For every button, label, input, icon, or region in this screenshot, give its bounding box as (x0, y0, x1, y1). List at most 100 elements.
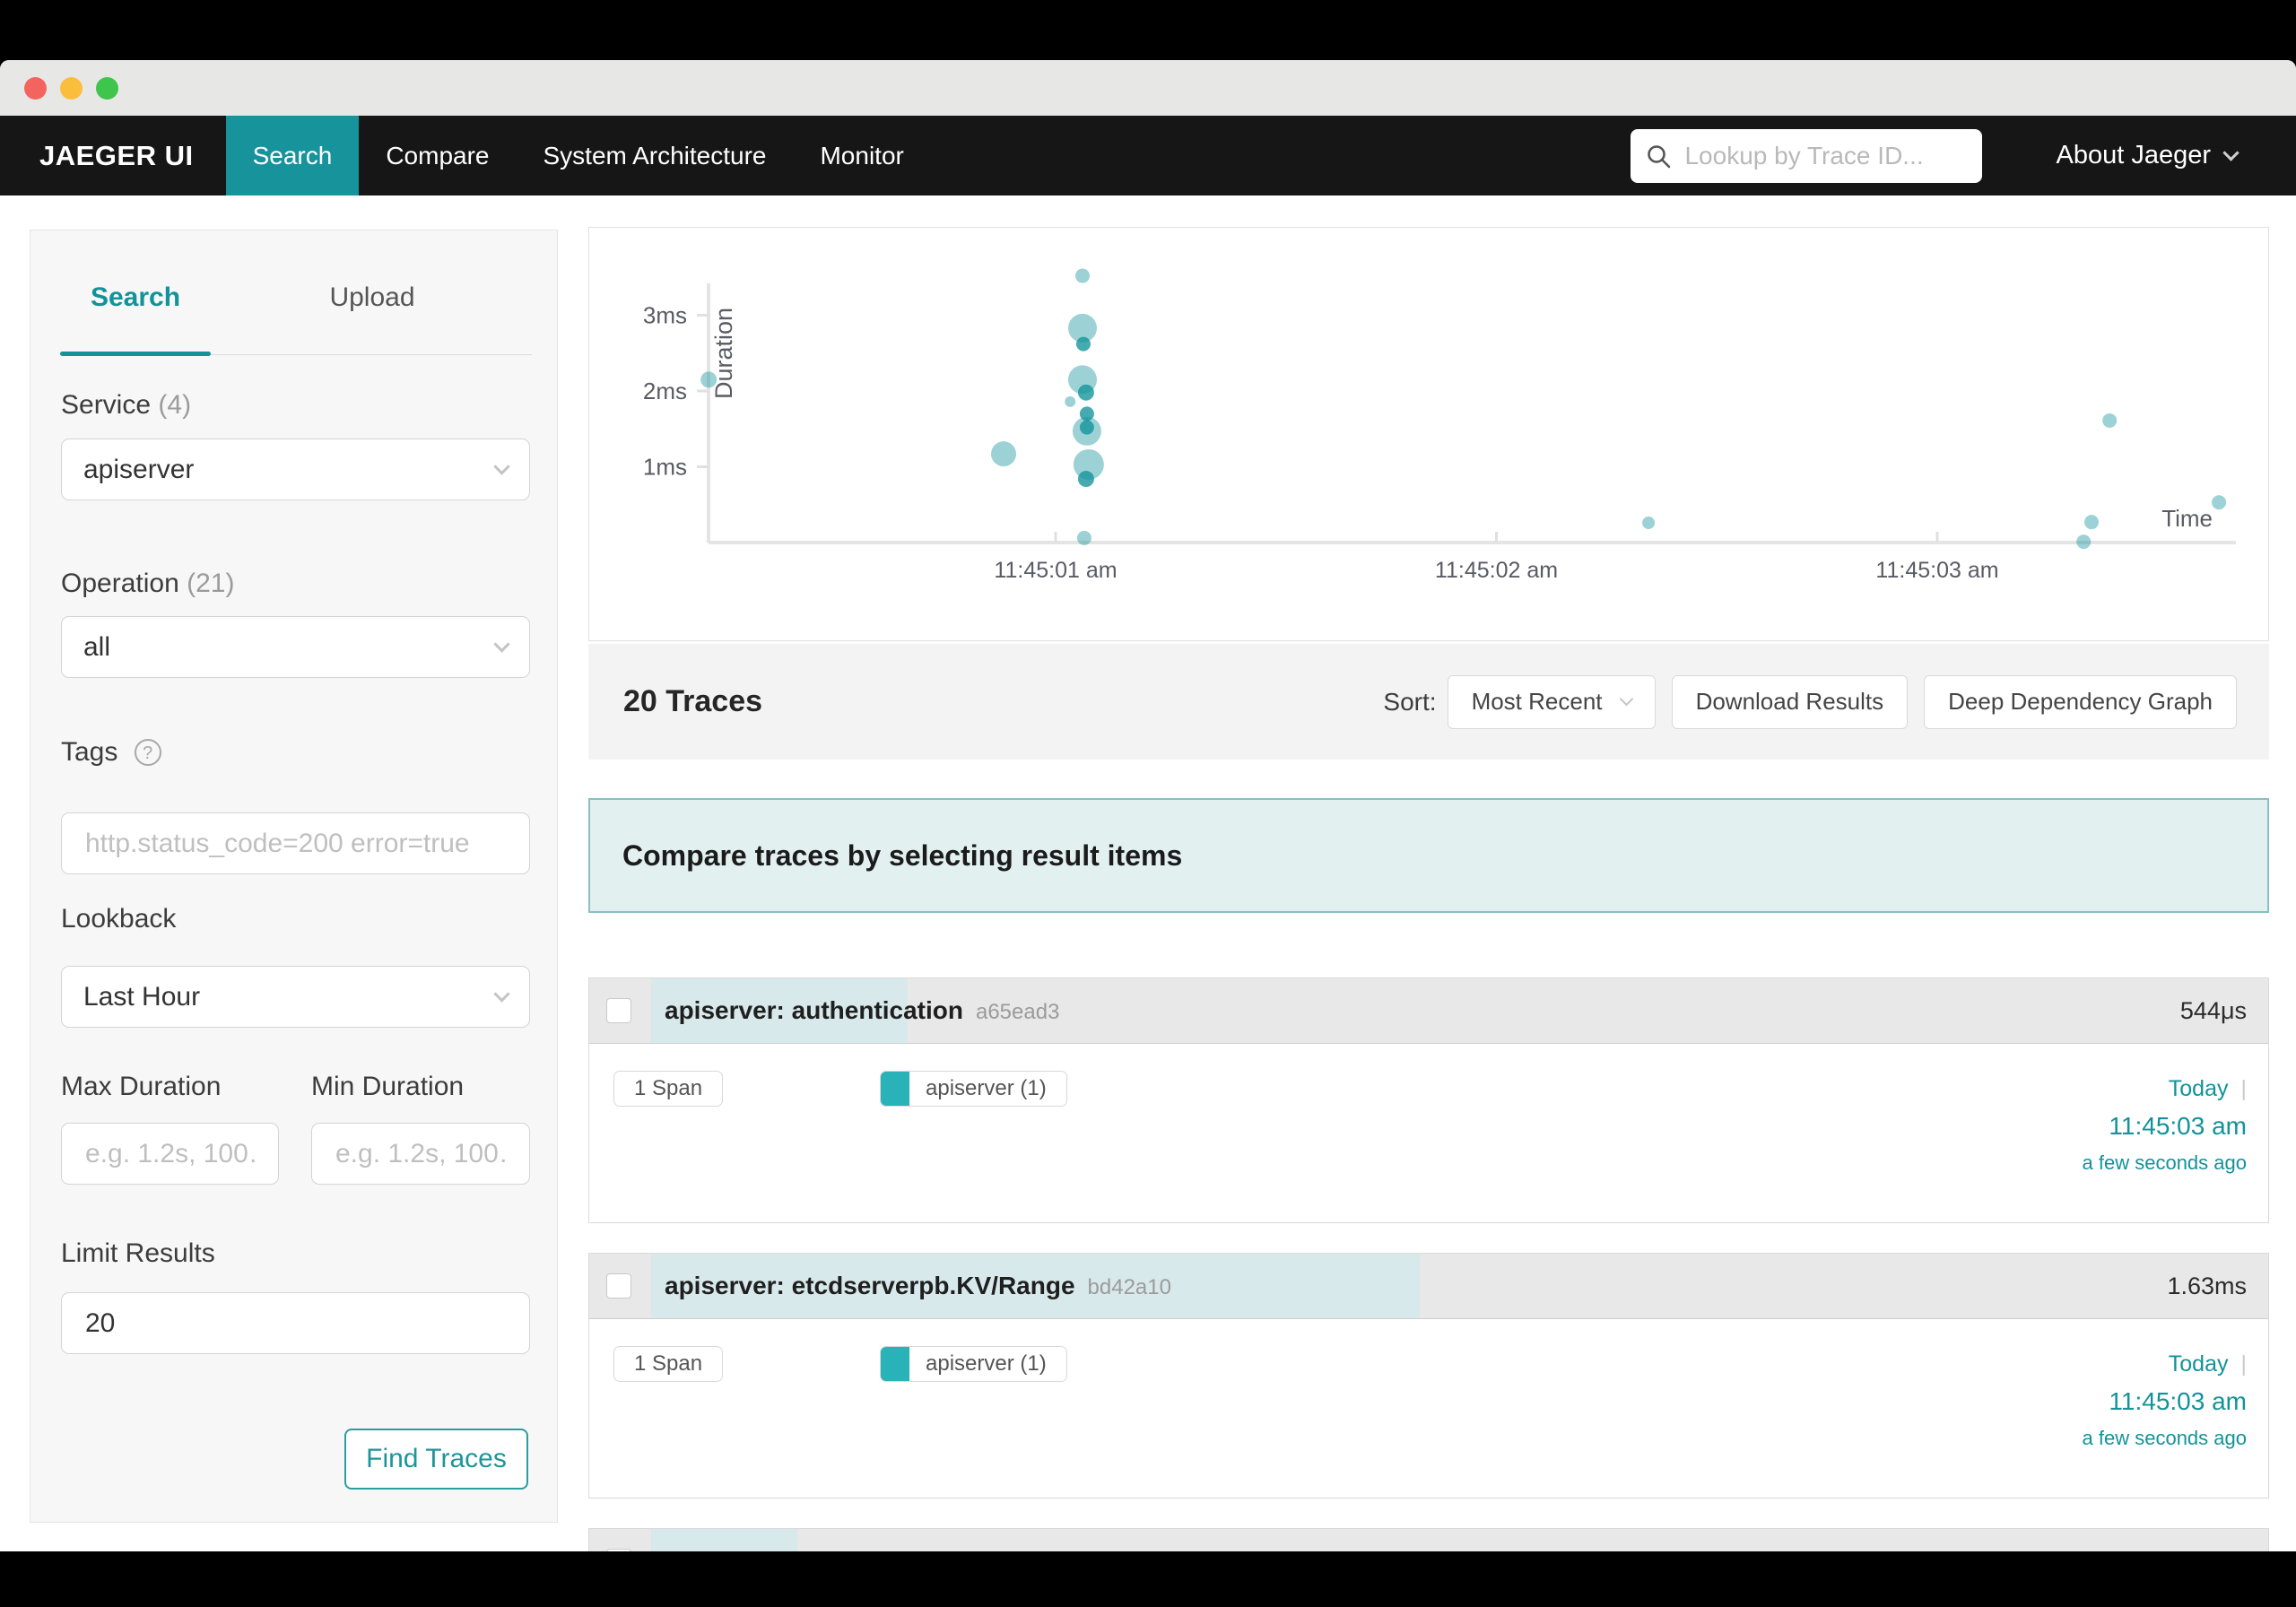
nav-tab-search[interactable]: Search (225, 116, 360, 195)
duration-scatterplot[interactable]: 1ms 2ms 3ms 11:45:01 am 11:45:02 am 11:45:03 … (589, 228, 2268, 640)
trace-card-header: apiserver: etcdserverpb.KV/Range bd42a10 … (589, 1254, 2268, 1319)
svg-text:11:45:01 am: 11:45:01 am (994, 558, 1117, 583)
trace-id: a65ead3 (975, 1000, 1060, 1024)
compare-banner: Compare traces by selecting result items (588, 798, 2269, 913)
svg-text:3ms: 3ms (643, 302, 687, 329)
trace-timestamp: Today | 11:45:03 am a few seconds ago (2083, 1346, 2247, 1455)
min-duration-label: Min Duration (311, 1072, 465, 1101)
trace-time: 11:45:03 am (2109, 1387, 2247, 1415)
span-count-chip: 1 Span (613, 1346, 724, 1382)
lookback-value: Last Hour (83, 981, 201, 1012)
service-chip: apiserver (1) (880, 1346, 1067, 1382)
service-value: apiserver (83, 454, 195, 484)
trace-result-card[interactable]: apiserver: etcdserverpb.KV/Range bd42a10 … (588, 1253, 2269, 1498)
duration-scatterplot-card: 1ms 2ms 3ms 11:45:01 am 11:45:02 am 11:45:03 … (588, 227, 2269, 641)
sidebar-tab-search[interactable]: Search (90, 282, 181, 312)
download-results-button[interactable]: Download Results (1671, 674, 1909, 729)
chevron-down-icon (493, 458, 510, 475)
sidebar-tab-upload[interactable]: Upload (329, 282, 415, 312)
tab-divider (60, 352, 532, 356)
nav-tab-monitor[interactable]: Monitor (820, 141, 904, 169)
about-jaeger-label: About Jaeger (2056, 141, 2211, 169)
svg-text:Time: Time (2161, 505, 2213, 532)
trace-id: bd42a10 (1087, 1275, 1171, 1299)
operation-label: Operation (21) (61, 569, 235, 598)
nav-tab-compare[interactable]: Compare (386, 141, 490, 169)
trace-date: Today (2168, 1351, 2229, 1377)
limit-results-field (61, 1292, 530, 1354)
trace-duration: 1.63ms (2167, 1272, 2247, 1299)
trace-select-checkbox[interactable] (606, 1273, 631, 1299)
trace-card-body: 1 Span apiserver (1) Today | 11:45:03 am … (589, 1319, 2268, 1498)
about-jaeger-menu[interactable]: About Jaeger (2056, 116, 2239, 195)
limit-results-input[interactable] (83, 1307, 508, 1340)
trace-time: 11:45:03 am (2109, 1112, 2247, 1140)
macos-titlebar (0, 60, 2296, 116)
duration-bar (651, 1529, 797, 1551)
duration-bar (651, 1254, 1421, 1318)
svg-text:2ms: 2ms (643, 378, 687, 404)
app-window: JAEGER UI Search Compare System Architec… (0, 60, 2296, 1551)
trace-select-checkbox[interactable] (606, 998, 631, 1023)
minimize-window-button[interactable] (60, 76, 83, 100)
tags-field (61, 812, 530, 874)
top-navbar: JAEGER UI Search Compare System Architec… (0, 116, 2296, 195)
trace-id-search-box[interactable] (1631, 128, 1983, 183)
results-column: 1ms 2ms 3ms 11:45:01 am 11:45:02 am 11:45:03 … (588, 227, 2269, 1551)
page-content: Search Upload Service (4) apiserver Oper… (0, 195, 2296, 1551)
tags-input[interactable] (83, 827, 508, 860)
service-count: (4) (158, 390, 192, 420)
help-icon[interactable]: ? (134, 739, 161, 766)
trace-card-body: 1 Span apiserver (1) Today | 11:45:03 am … (589, 1044, 2268, 1222)
deep-dependency-graph-button[interactable]: Deep Dependency Graph (1924, 674, 2237, 729)
trace-duration: 544μs (2179, 996, 2247, 1024)
trace-result-card[interactable] (588, 1528, 2269, 1551)
chevron-down-icon (493, 986, 510, 1003)
trace-count: 20 Traces (623, 684, 763, 718)
sort-label: Sort: (1383, 687, 1437, 716)
chevron-down-icon (1619, 691, 1633, 707)
find-traces-button[interactable]: Find Traces (344, 1429, 528, 1490)
sort-select[interactable]: Most Recent (1447, 674, 1656, 729)
lookback-label: Lookback (61, 904, 177, 934)
trace-select-checkbox[interactable] (606, 1549, 631, 1551)
trace-card-header: apiserver: authentication a65ead3 544μs (589, 978, 2268, 1044)
chevron-down-icon (2222, 144, 2239, 161)
span-count-chip: 1 Span (613, 1071, 724, 1107)
nav-tab-system-architecture[interactable]: System Architecture (543, 141, 767, 169)
operation-count: (21) (187, 569, 235, 598)
sort-value: Most Recent (1471, 688, 1603, 715)
max-duration-input[interactable] (83, 1137, 257, 1170)
service-select[interactable]: apiserver (61, 439, 530, 500)
service-label: Service (4) (61, 390, 192, 420)
max-duration-label: Max Duration (61, 1072, 222, 1101)
trace-id-search-input[interactable] (1683, 140, 1969, 171)
lookback-select[interactable]: Last Hour (61, 966, 530, 1028)
operation-value: all (83, 631, 111, 662)
svg-text:1ms: 1ms (643, 454, 687, 481)
close-window-button[interactable] (24, 76, 47, 100)
min-duration-input[interactable] (334, 1137, 508, 1170)
nav-tabs: Search Compare System Architecture Monit… (225, 116, 931, 195)
search-sidebar: Search Upload Service (4) apiserver Oper… (30, 230, 558, 1523)
trace-timestamp: Today | 11:45:03 am a few seconds ago (2083, 1071, 2247, 1180)
trace-result-card[interactable]: apiserver: authentication a65ead3 544μs 1… (588, 977, 2269, 1223)
results-header: 20 Traces Sort: Most Recent Download Res… (588, 644, 2269, 760)
trace-relative-time: a few seconds ago (2082, 1151, 2247, 1174)
tags-label: Tags ? (61, 737, 161, 768)
svg-text:11:45:02 am: 11:45:02 am (1435, 558, 1558, 583)
jaeger-logo[interactable]: JAEGER UI (39, 139, 194, 171)
service-color-swatch (881, 1072, 909, 1106)
min-duration-field (311, 1123, 530, 1185)
compare-banner-text: Compare traces by selecting result items (622, 838, 1183, 872)
operation-select[interactable]: all (61, 616, 530, 678)
duration-bar (651, 978, 909, 1043)
service-color-swatch (881, 1347, 909, 1381)
sidebar-tabs: Search Upload (60, 282, 529, 345)
search-icon (1648, 144, 1671, 168)
trace-date: Today (2168, 1076, 2229, 1101)
trace-title[interactable]: apiserver: etcdserverpb.KV/Range bd42a10 (665, 1272, 1171, 1299)
max-duration-field (61, 1123, 279, 1185)
zoom-window-button[interactable] (96, 76, 118, 100)
trace-title[interactable]: apiserver: authentication a65ead3 (665, 996, 1060, 1024)
